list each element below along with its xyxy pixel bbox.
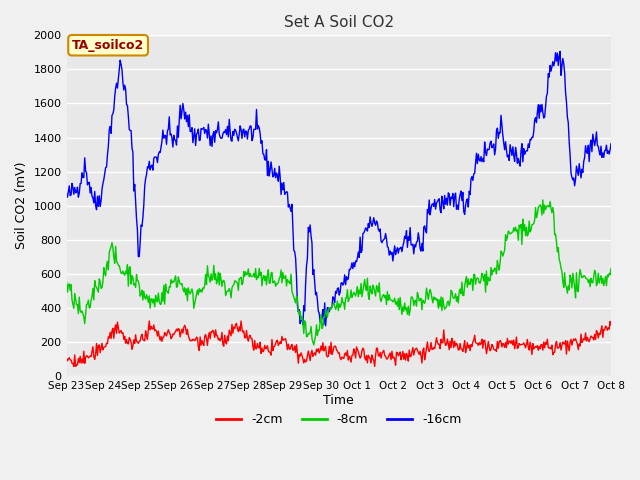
X-axis label: Time: Time bbox=[323, 394, 354, 407]
Title: Set A Soil CO2: Set A Soil CO2 bbox=[284, 15, 394, 30]
Text: TA_soilco2: TA_soilco2 bbox=[72, 39, 144, 52]
Legend: -2cm, -8cm, -16cm: -2cm, -8cm, -16cm bbox=[211, 408, 467, 431]
Y-axis label: Soil CO2 (mV): Soil CO2 (mV) bbox=[15, 162, 28, 250]
